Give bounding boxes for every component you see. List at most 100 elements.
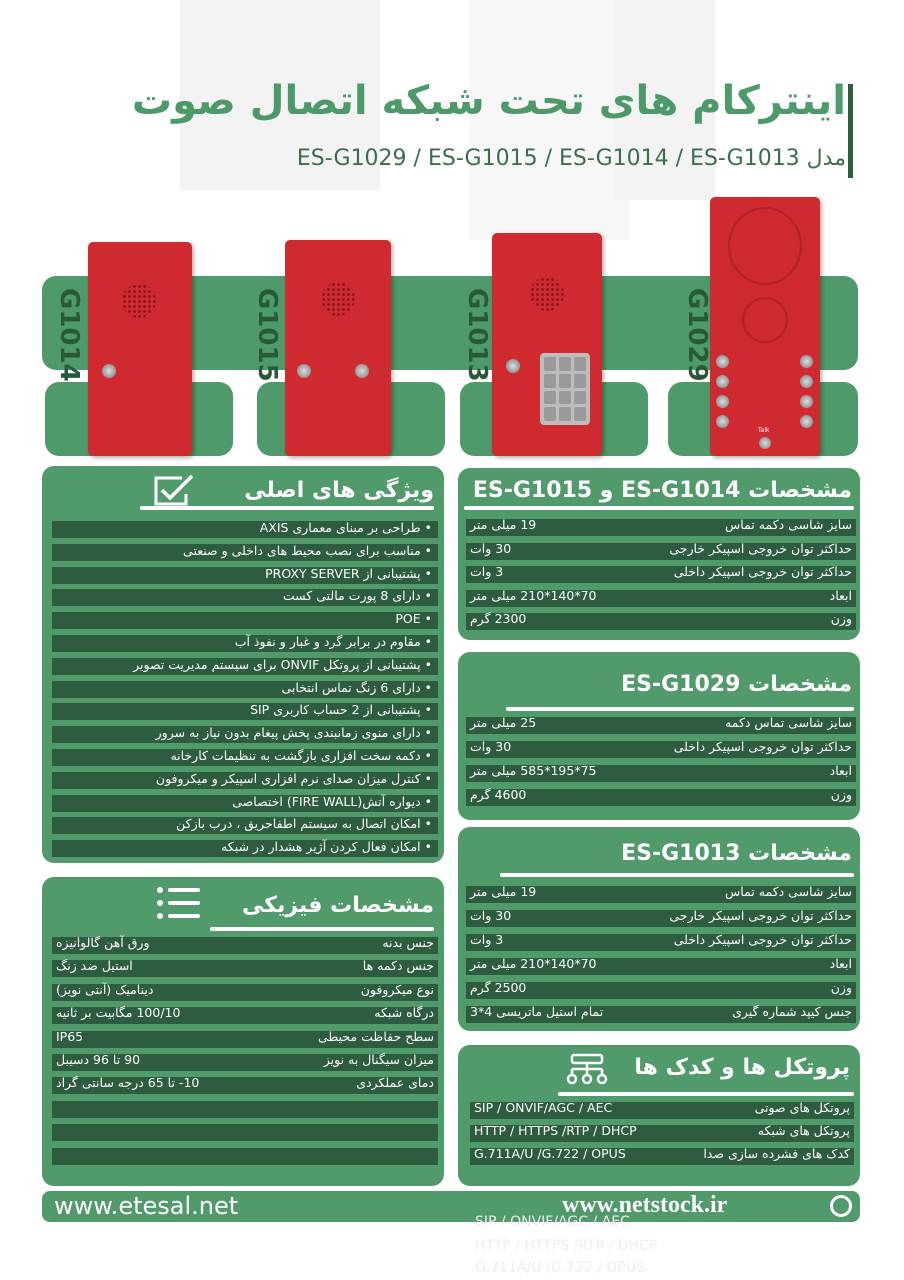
bg-tile (180, 0, 380, 190)
features-title: ویژگی های اصلی (244, 478, 434, 503)
speaker-grille-icon (122, 284, 156, 318)
spec-row: ابعاد 70*140*210 میلی متر (466, 956, 856, 975)
spec-row: ابعاد 75*195*585 میلی متر (466, 763, 856, 782)
feature-item: • دارای 8 پورت مالتی کست (52, 589, 438, 607)
spec-row: سایز شاسی دکمه تماس 19 میلی متر (466, 884, 856, 903)
spec-row: وزن 2300 گرم (466, 611, 856, 630)
feature-item: • کنترل میزان صدای نرم افزاری اسپیکر و م… (52, 771, 438, 789)
call-button-icon (800, 375, 813, 388)
etesal-logo-icon (830, 1195, 852, 1217)
spec-row: پروتکل های صوتی SIP / ONVIF/AGC / AEC (470, 1100, 854, 1119)
call-button-icon (716, 415, 729, 428)
spec-label: میزان سیگنال به نویز (323, 1052, 434, 1067)
bg-tile (470, 0, 630, 240)
call-button-icon (506, 359, 520, 373)
spec-row (52, 1147, 438, 1165)
page-title: اینترکام های تحت شبکه اتصال صوت (131, 78, 846, 124)
bg-tile (615, 0, 715, 200)
watermark: www.netstock.ir (562, 1192, 728, 1218)
spec-row: جنس دکمه ها استیل ضد زنگ (52, 958, 438, 978)
feature-item: • پشتیبانی از پروتکل ONVIF برای سیستم مد… (52, 657, 438, 675)
spec-row: جنس بدنه ورق آهن گالوانیزه (52, 935, 438, 954)
spec-title: مشخصات ES-G1014 و ES-G1015 (472, 478, 852, 503)
spec-label: جنس کیپد شماره گیری (732, 1004, 852, 1019)
product-label-g1013: G1013 (462, 288, 492, 382)
spec-card-g1013: مشخصات ES-G1013 (458, 827, 860, 1031)
spec-value: 3 وات (470, 932, 504, 947)
device-g1029: Talk (710, 197, 820, 456)
speaker-plate-icon (728, 207, 802, 285)
spec-value: 19 میلی متر (470, 517, 537, 532)
call-button-icon (800, 355, 813, 368)
spec-label: درگاه شبکه (374, 1005, 434, 1021)
speaker-grille-icon (321, 282, 355, 316)
feature-item: • دیواره آتش(FIRE WALL) اختصاصی (52, 794, 438, 812)
spec-value: IP65 (56, 1028, 84, 1044)
spec-label: وزن (830, 980, 852, 995)
product-label-g1015: G1015 (252, 288, 282, 382)
spec-value: 30 وات (470, 739, 512, 754)
feature-item: • POE (52, 612, 438, 630)
spec-value: 70*140*210 میلی متر (470, 587, 597, 603)
microphone-plate-icon (742, 297, 788, 343)
spec-value: 70*140*210 میلی متر (470, 956, 597, 971)
spec-row: پروتکل های شبکه HTTP / HTTPS /RTP / DHCP (470, 1123, 854, 1142)
divider (140, 506, 434, 510)
ghost-text: SIP / ONVIF/AGC / AEC (475, 1214, 630, 1230)
spec-label: حداکثر توان خروجی اسپیکر داخلی (673, 564, 852, 579)
spec-row (52, 1100, 438, 1118)
spec-label: سایز شاسی تماس دکمه (725, 715, 852, 730)
call-button-icon (297, 364, 311, 378)
divider (558, 1092, 854, 1096)
spec-value: 19 میلی متر (470, 884, 537, 899)
spec-label: پروتکل های شبکه (757, 1123, 850, 1138)
divider (210, 927, 434, 931)
spec-row: نوع میکروفون دینامیک (آنتی نویز) (52, 982, 438, 1001)
talk-button-icon (759, 437, 771, 449)
spec-value: 2500 گرم (470, 980, 527, 995)
spec-value: 3 وات (470, 564, 504, 579)
spec-label: حداکثر توان خروجی اسپیکر داخلی (673, 739, 852, 754)
spec-value: تمام استیل ماتریسی 4*3 (470, 1004, 604, 1019)
spec-label: حداکثر توان خروجی اسپیکر خارجی (669, 908, 852, 923)
spec-row: دمای عملکردی 10- تا 65 درجه سانتی گراد (52, 1075, 438, 1095)
spec-label: جنس دکمه ها (362, 958, 434, 974)
spec-label: ابعاد (829, 587, 852, 603)
spec-label: سایز شاسی دکمه تماس (725, 884, 852, 899)
device-g1015 (285, 240, 391, 456)
spec-title: مشخصات ES-G1029 (621, 672, 852, 697)
divider (506, 707, 854, 711)
spec-label: کدک های فشرده سازی صدا (703, 1146, 850, 1161)
product-label-g1014: G1014 (54, 288, 84, 382)
website-link[interactable]: www.etesal.net (54, 1192, 239, 1220)
spec-value: 10- تا 65 درجه سانتی گراد (56, 1075, 200, 1091)
feature-item: • دکمه سخت افزاری بازگشت به تنظیمات کارخ… (52, 749, 438, 766)
talk-label: Talk (758, 427, 770, 434)
spec-label: پروتکل های صوتی (754, 1100, 850, 1115)
feature-item: • امکان اتصال به سیستم اطفاحریق ، درب با… (52, 817, 438, 835)
feature-item: • امکان فعال کردن آژیر هشدار در شبکه (52, 840, 438, 858)
network-hierarchy-icon (564, 1053, 610, 1085)
spec-label: ابعاد (829, 956, 852, 971)
spec-value: 100/10 مگابیت بر ثانیه (56, 1005, 181, 1021)
spec-value: 2300 گرم (470, 611, 527, 626)
list-icon (154, 885, 202, 921)
spec-value: 30 وات (470, 908, 512, 923)
call-button-icon (355, 364, 369, 378)
spec-value: SIP / ONVIF/AGC / AEC (474, 1100, 613, 1115)
spec-title: مشخصات ES-G1013 (621, 841, 852, 866)
product-label-g1029: G1029 (682, 288, 712, 382)
device-g1014 (88, 242, 192, 456)
spec-row: ابعاد 70*140*210 میلی متر (466, 587, 856, 607)
feature-item: • مناسب برای نصب محیط های داخلی و صنعتی (52, 543, 438, 561)
spec-row: حداکثر توان خروجی اسپیکر داخلی 30 وات (466, 739, 856, 758)
spec-row: حداکثر توان خروجی اسپیکر داخلی 3 وات (466, 932, 856, 951)
spec-value: HTTP / HTTPS /RTP / DHCP (474, 1123, 637, 1138)
spec-row: درگاه شبکه 100/10 مگابیت بر ثانیه (52, 1005, 438, 1025)
spec-row: میزان سیگنال به نویز 90 تا 96 دسیبل (52, 1052, 438, 1071)
spec-label: حداکثر توان خروجی اسپیکر خارجی (669, 540, 852, 556)
spec-value: استیل ضد زنگ (56, 958, 133, 974)
spec-row: سایز شاسی دکمه تماس 19 میلی متر (466, 517, 856, 536)
spec-label: جنس بدنه (382, 935, 434, 950)
call-button-icon (800, 395, 813, 408)
